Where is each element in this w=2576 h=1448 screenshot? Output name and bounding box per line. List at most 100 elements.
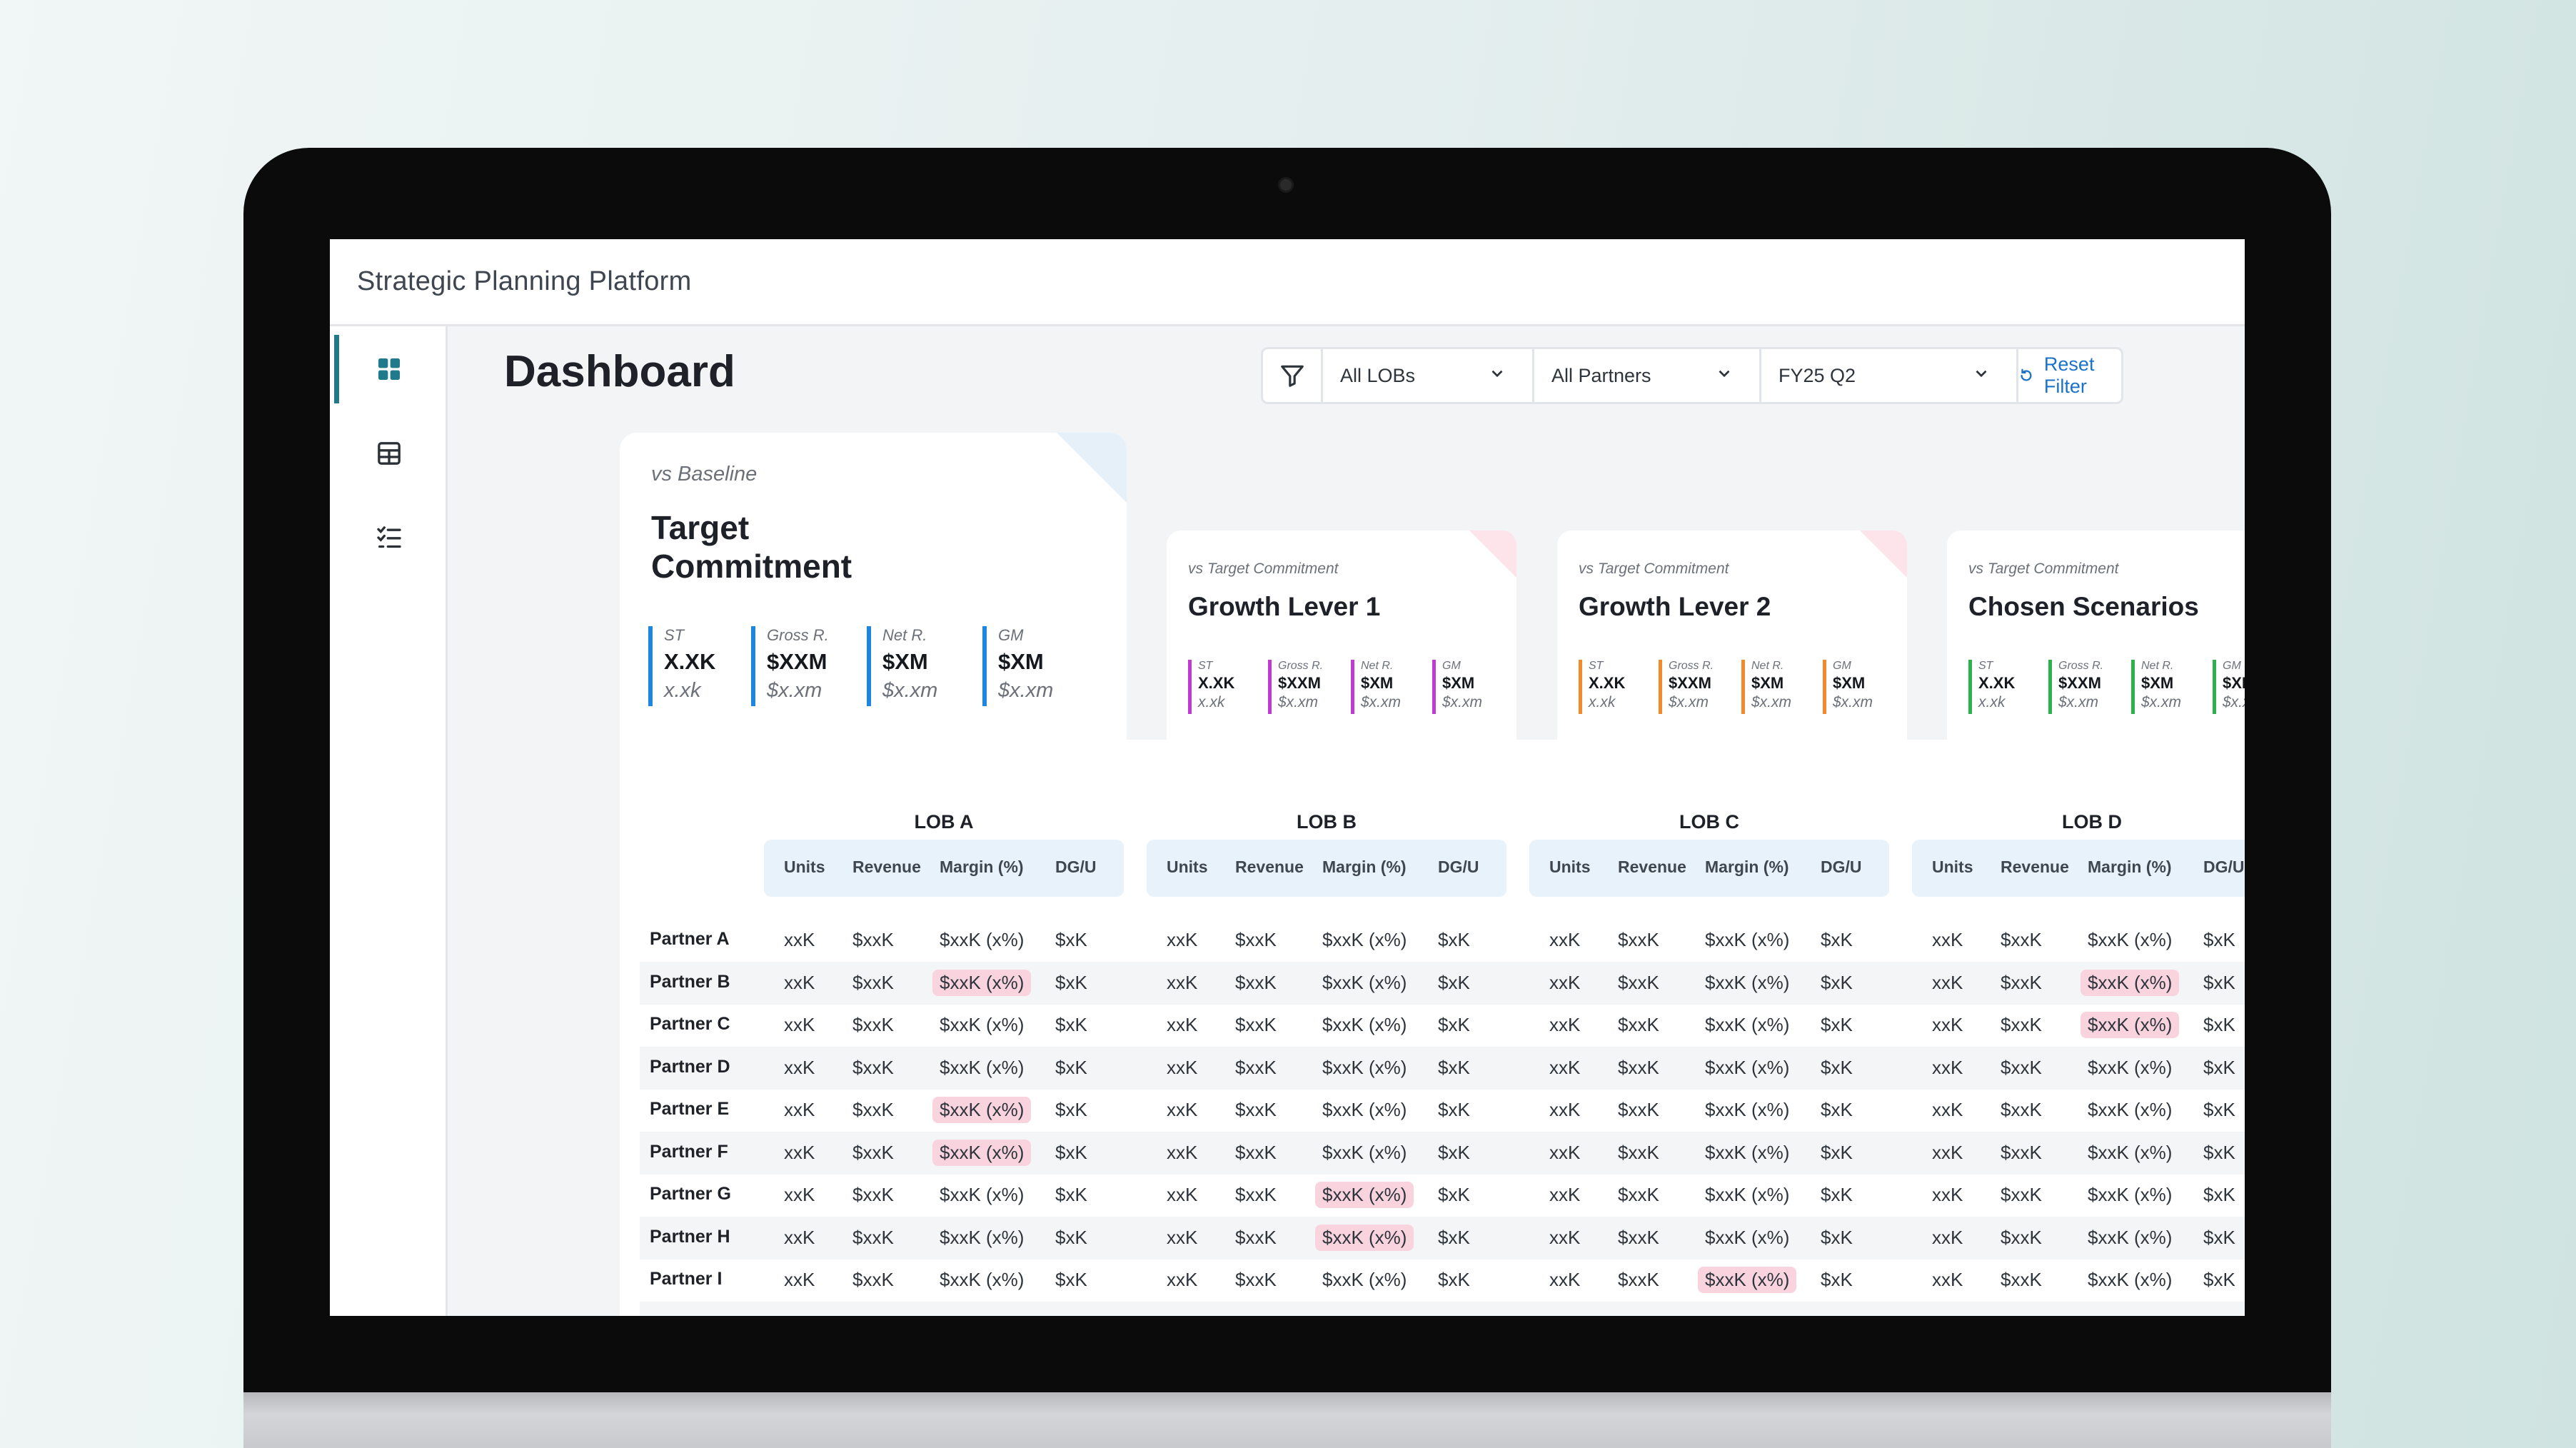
- chosen-scenarios-card[interactable]: vs Target Commitment Chosen Scenarios ST X.…: [1947, 531, 2245, 740]
- column-header[interactable]: Units: [1549, 858, 1591, 876]
- table-cell: xxK: [784, 1184, 815, 1205]
- metric-label: ST: [1198, 660, 1213, 672]
- metric-color-bar: [1659, 660, 1662, 714]
- filter-button[interactable]: [1263, 349, 1323, 402]
- table-row-stripe: [640, 1131, 2245, 1175]
- partner-label: Partner D: [650, 1056, 730, 1077]
- table-cell: $xxK: [852, 1184, 894, 1205]
- table-cell: $xxK (x%): [2088, 1141, 2173, 1163]
- table-cell: $xxK (x%): [1705, 929, 1790, 950]
- table-cell: $xxK: [1235, 1226, 1277, 1248]
- filter-icon: [1280, 365, 1304, 387]
- column-header[interactable]: Revenue: [2001, 858, 2069, 876]
- column-header[interactable]: Units: [1167, 858, 1208, 876]
- reset-filter-button[interactable]: Reset Filter: [2018, 349, 2121, 402]
- metric-sub-value: $x.xm: [882, 679, 938, 702]
- table-row-stripe: [640, 1301, 2245, 1316]
- metric-0: ST X.XK x.xk: [1188, 660, 1234, 714]
- period-filter-select[interactable]: FY25 Q2: [1761, 349, 2018, 402]
- table-cell: $xxK: [852, 1099, 894, 1120]
- column-header[interactable]: Revenue: [1235, 858, 1304, 876]
- metric-2: Net R. $XM $x.xm: [1351, 660, 1401, 714]
- column-header[interactable]: Margin (%): [940, 858, 1024, 876]
- growth-lever-2-card[interactable]: vs Target Commitment Growth Lever 2 ST X.XK…: [1557, 531, 1907, 740]
- growth-lever-1-card[interactable]: vs Target Commitment Growth Lever 1 ST X.XK…: [1167, 531, 1516, 740]
- metric-label: Net R.: [1361, 660, 1394, 672]
- sidebar-item-checklist[interactable]: [330, 503, 448, 572]
- table-cell: $xK: [1438, 971, 1470, 993]
- table-cell: xxK: [784, 1014, 815, 1035]
- metric-value: X.XK: [1589, 674, 1626, 692]
- table-cell: $xxK (x%): [1705, 1141, 1790, 1163]
- table-cell: xxK: [1549, 1184, 1581, 1205]
- table-cell: $xK: [1438, 1184, 1470, 1205]
- sidebar-item-table[interactable]: [330, 419, 448, 488]
- metric-color-bar: [1741, 660, 1745, 714]
- card-subtitle: vs Target Commitment: [1968, 560, 2119, 577]
- table-cell: $xxK (x%): [1705, 971, 1790, 993]
- metric-value: $XM: [1361, 674, 1394, 692]
- metric-3: GM $XM $x.xm: [1823, 660, 1873, 714]
- table-cell: $xK: [2203, 929, 2235, 950]
- table-cell: $xxK: [2001, 971, 2042, 993]
- column-header[interactable]: Revenue: [852, 858, 921, 876]
- table-cell: $xxK (x%): [2088, 1056, 2173, 1078]
- lob-filter-select[interactable]: All LOBs: [1323, 349, 1534, 402]
- table-cell: $xxK (x%): [932, 1097, 1032, 1123]
- column-header[interactable]: DG/U: [1055, 858, 1097, 876]
- metric-value: $XM: [2141, 674, 2174, 692]
- metric-label: Gross R.: [1669, 660, 1714, 672]
- partner-filter-select[interactable]: All Partners: [1534, 349, 1761, 402]
- column-header[interactable]: DG/U: [2203, 858, 2245, 876]
- table-cell: $xxK (x%): [1322, 971, 1407, 993]
- column-header[interactable]: DG/U: [1821, 858, 1862, 876]
- metric-label: Gross R.: [767, 626, 829, 644]
- metric-3: GM $XM $x.xm: [1432, 660, 1482, 714]
- table-cell: $xK: [1055, 1184, 1087, 1205]
- table-cell: $xK: [1055, 1269, 1087, 1290]
- column-header[interactable]: DG/U: [1438, 858, 1479, 876]
- lob-title: LOB A: [914, 811, 974, 833]
- table-cell: $xK: [1055, 971, 1087, 993]
- column-header[interactable]: Revenue: [1618, 858, 1686, 876]
- sidebar-item-dashboard[interactable]: [330, 335, 448, 403]
- table-cell: xxK: [784, 1099, 815, 1120]
- partner-label: Partner I: [650, 1269, 723, 1289]
- metric-color-bar: [1351, 660, 1354, 714]
- table-cell: $xxK (x%): [940, 1056, 1025, 1078]
- card-subtitle: vs Target Commitment: [1188, 560, 1339, 577]
- table-cell: $xK: [1821, 1014, 1853, 1035]
- table-cell: $xK: [2203, 1099, 2235, 1120]
- table-cell: xxK: [1167, 1056, 1198, 1078]
- column-header[interactable]: Margin (%): [1322, 858, 1407, 876]
- table-cell: $xK: [1821, 971, 1853, 993]
- column-header[interactable]: Margin (%): [2088, 858, 2172, 876]
- table-cell: xxK: [1932, 1056, 1963, 1078]
- metric-label: Net R.: [2141, 660, 2174, 672]
- column-header[interactable]: Units: [1932, 858, 1973, 876]
- table-cell: $xxK (x%): [1705, 1226, 1790, 1248]
- table-cell: xxK: [1167, 1184, 1198, 1205]
- table-cell: $xK: [1821, 1226, 1853, 1248]
- table-cell: $xxK (x%): [2088, 1184, 2173, 1205]
- column-header[interactable]: Margin (%): [1705, 858, 1789, 876]
- lob-header-row: [764, 840, 1124, 897]
- table-cell: $xxK (x%): [1705, 1184, 1790, 1205]
- column-header[interactable]: Units: [784, 858, 825, 876]
- metric-0: ST X.XK x.xk: [1968, 660, 2015, 714]
- metric-sub-value: $x.xm: [1278, 694, 1319, 710]
- card-title-line: Commitment: [651, 548, 852, 585]
- metric-value: $XM: [1442, 674, 1475, 692]
- table-cell: $xxK: [1618, 1184, 1659, 1205]
- table-cell: $xK: [2203, 1184, 2235, 1205]
- target-commitment-card[interactable]: vs Baseline Target Commitment ST X.XK x.xk…: [620, 433, 1127, 740]
- table-cell: $xxK (x%): [2088, 1099, 2173, 1120]
- card-corner-accent: [1860, 531, 1907, 578]
- table-cell: $xK: [2203, 1141, 2235, 1163]
- table-cell: $xxK: [1618, 1099, 1659, 1120]
- table-cell: xxK: [1167, 1226, 1198, 1248]
- table-cell: $xxK: [2001, 1099, 2042, 1120]
- metric-color-bar: [2048, 660, 2052, 714]
- table-cell: $xK: [2203, 1269, 2235, 1290]
- lob-header-row: [1912, 840, 2245, 897]
